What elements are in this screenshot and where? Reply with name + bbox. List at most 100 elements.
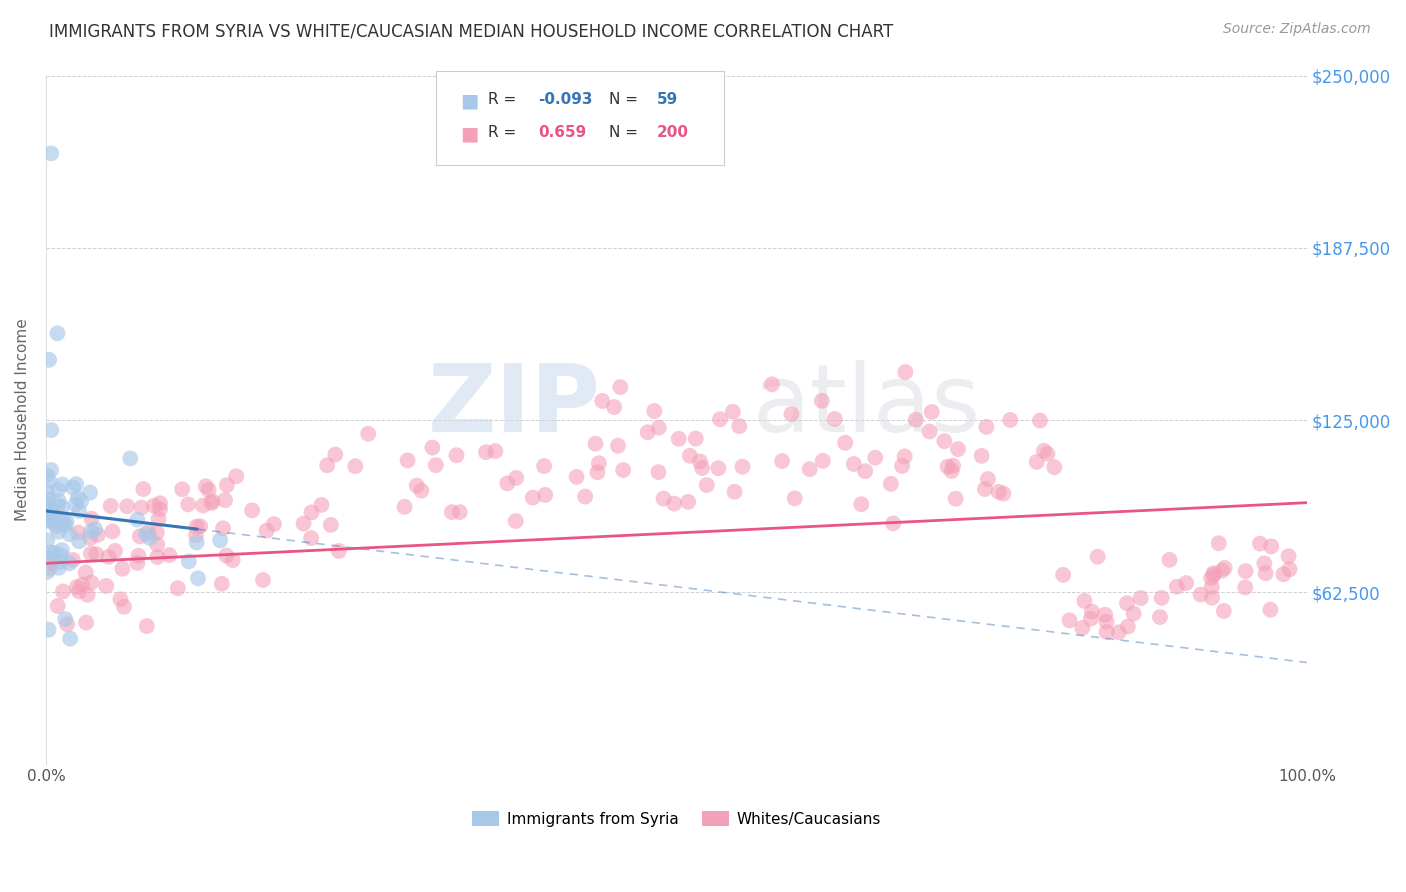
Point — [679, 449, 702, 463]
Point — [139, 531, 162, 545]
Point — [834, 435, 856, 450]
Text: atlas: atlas — [752, 360, 980, 452]
Point — [811, 454, 834, 468]
Point — [588, 456, 610, 470]
Point — [1253, 557, 1275, 571]
Point — [328, 544, 350, 558]
Point — [96, 579, 118, 593]
Text: Source: ZipAtlas.com: Source: ZipAtlas.com — [1223, 22, 1371, 37]
Point — [62, 481, 84, 495]
Point — [863, 450, 886, 465]
Point — [1213, 561, 1236, 575]
Point — [945, 491, 967, 506]
Point — [475, 445, 498, 459]
Point — [76, 588, 98, 602]
Point — [648, 420, 671, 434]
Point — [56, 617, 79, 632]
Point — [1087, 549, 1109, 564]
Point — [66, 580, 89, 594]
Point — [149, 502, 172, 516]
Point — [316, 458, 339, 473]
Point — [770, 454, 793, 468]
Point — [48, 561, 70, 575]
Point — [46, 326, 69, 341]
Point — [1201, 580, 1223, 594]
Point — [191, 499, 214, 513]
Point — [111, 562, 134, 576]
Point — [55, 515, 77, 529]
Point — [696, 478, 718, 492]
Point — [37, 514, 59, 528]
Point — [411, 483, 433, 498]
Point — [690, 461, 713, 475]
Point — [38, 562, 60, 576]
Point — [37, 491, 59, 506]
Point — [893, 450, 915, 464]
Point — [37, 485, 59, 500]
Point — [44, 515, 66, 529]
Text: ZIP: ZIP — [427, 360, 600, 452]
Point — [799, 462, 821, 476]
Point — [783, 491, 806, 506]
Point — [824, 412, 846, 426]
Point — [42, 508, 65, 523]
Point — [45, 519, 67, 533]
Point — [101, 524, 124, 539]
Point — [97, 549, 120, 564]
Point — [37, 468, 59, 483]
Text: 0.659: 0.659 — [538, 125, 586, 140]
Point — [976, 420, 998, 434]
Point — [918, 425, 941, 439]
Point — [721, 405, 744, 419]
Point — [127, 549, 149, 563]
Point — [48, 493, 70, 508]
Point — [1081, 605, 1104, 619]
Point — [197, 483, 219, 497]
Point — [52, 584, 75, 599]
Point — [184, 528, 207, 542]
Point — [891, 458, 914, 473]
Point — [53, 517, 76, 532]
Point — [652, 491, 675, 506]
Point — [51, 549, 73, 563]
Point — [709, 412, 731, 426]
Point — [39, 146, 62, 161]
Point — [425, 458, 447, 472]
Point — [1129, 591, 1152, 605]
Point — [38, 352, 60, 367]
Point — [62, 553, 84, 567]
Point — [585, 436, 607, 450]
Text: 200: 200 — [657, 125, 689, 140]
Point — [325, 448, 347, 462]
Point — [1029, 413, 1052, 427]
Point — [37, 533, 59, 548]
Point — [135, 527, 157, 541]
Point — [977, 472, 1000, 486]
Point — [65, 497, 87, 511]
Point — [41, 507, 63, 521]
Point — [292, 516, 315, 531]
Point — [115, 499, 138, 513]
Text: R =: R = — [488, 92, 522, 107]
Point — [1116, 619, 1139, 633]
Point — [731, 459, 754, 474]
Point — [405, 478, 427, 492]
Point — [612, 463, 634, 477]
Point — [65, 477, 87, 491]
Point — [84, 547, 107, 561]
Point — [67, 584, 90, 599]
Point — [394, 500, 416, 514]
Point — [1108, 625, 1130, 640]
Point — [58, 557, 80, 571]
Point — [1211, 564, 1233, 578]
Point — [1032, 443, 1054, 458]
Point — [1202, 568, 1225, 582]
Point — [1199, 571, 1222, 585]
Point — [440, 505, 463, 519]
Text: ■: ■ — [460, 92, 478, 111]
Y-axis label: Median Household Income: Median Household Income — [15, 318, 30, 522]
Point — [780, 407, 803, 421]
Point — [128, 529, 150, 543]
Point — [811, 393, 834, 408]
Point — [177, 554, 200, 568]
